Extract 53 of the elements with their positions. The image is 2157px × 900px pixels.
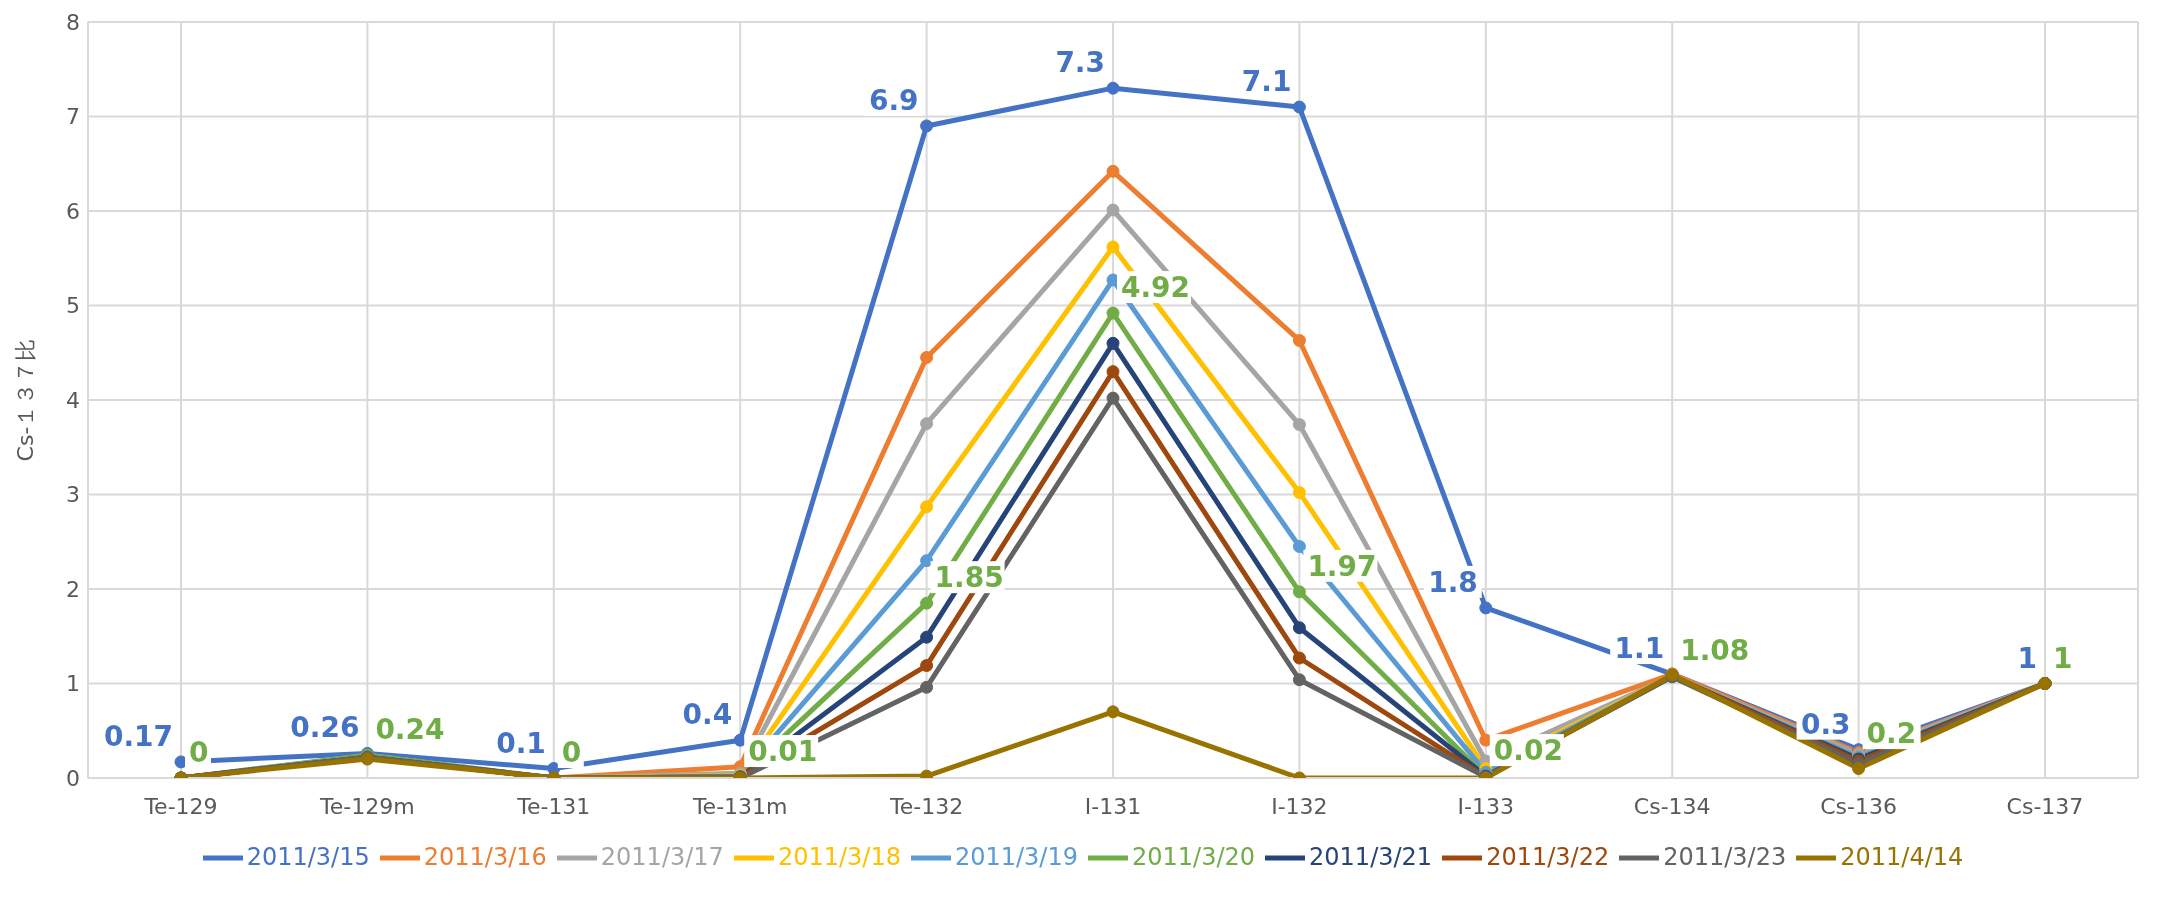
data-label: 0.24 [375, 713, 445, 747]
data-label: 7.3 [1055, 46, 1105, 80]
x-tick-label: Cs-134 [1633, 793, 1711, 819]
data-label: 0.1 [496, 726, 546, 760]
data-label: 1 [2053, 641, 2073, 675]
legend-label: 2011/3/18 [777, 843, 901, 871]
legend-label: 2011/3/17 [600, 843, 724, 871]
data-label: 1.1 [1614, 632, 1665, 666]
data-label: 1.97 [1307, 549, 1377, 583]
data-label: 1 [2017, 641, 2037, 675]
y-tick-label: 2 [66, 576, 80, 602]
x-tick-label: I-133 [1457, 793, 1515, 819]
x-tick-label: Cs-136 [1820, 793, 1897, 819]
y-tick-label: 8 [66, 9, 80, 35]
y-tick-label: 4 [66, 387, 80, 413]
y-tick-label: 7 [66, 104, 80, 130]
data-label: 7.1 [1241, 65, 1292, 99]
data-label: 0.26 [290, 711, 360, 745]
legend-label: 2011/3/16 [423, 843, 547, 871]
legend-label: 2011/3/20 [1132, 843, 1256, 871]
data-label: 6.9 [868, 83, 919, 117]
legend-label: 2011/3/19 [954, 843, 1078, 871]
data-label: 0.4 [682, 698, 733, 732]
x-tick-label: I-131 [1084, 793, 1142, 819]
y-tick-label: 0 [66, 765, 80, 791]
data-label: 0.2 [1866, 717, 1917, 751]
x-tick-label: I-132 [1271, 793, 1328, 819]
y-axis-title: Cs-１３７比 [12, 338, 38, 462]
x-tick-label: Te-131 [516, 793, 591, 819]
x-tick-label: Te-132 [889, 793, 964, 819]
y-tick-label: 3 [66, 482, 80, 508]
x-tick-label: Cs-137 [2006, 793, 2084, 819]
data-label: 0.01 [748, 735, 818, 769]
legend-label: 2011/3/21 [1309, 843, 1433, 871]
data-label: 0.3 [1800, 707, 1851, 741]
data-label: 1.85 [934, 561, 1004, 595]
data-label: 1.08 [1680, 633, 1750, 667]
legend-label: 2011/3/15 [246, 843, 370, 871]
data-label: 1.8 [1428, 565, 1478, 599]
x-tick-label: Te-129m [319, 793, 415, 819]
data-label: 4.92 [1121, 271, 1191, 305]
data-label: 0.02 [1493, 734, 1563, 768]
data-label: 0 [189, 736, 209, 769]
legend-label: 2011/4/14 [1840, 843, 1964, 871]
y-tick-label: 1 [66, 671, 80, 697]
data-label: 0.17 [103, 719, 173, 753]
legend-label: 2011/3/22 [1486, 843, 1610, 871]
y-tick-label: 5 [66, 293, 80, 319]
data-label: 0 [561, 736, 582, 769]
x-tick-label: Te-129 [143, 793, 218, 819]
legend-label: 2011/3/23 [1663, 843, 1787, 871]
y-tick-label: 6 [66, 198, 80, 224]
x-tick-label: Te-131m [691, 793, 788, 819]
